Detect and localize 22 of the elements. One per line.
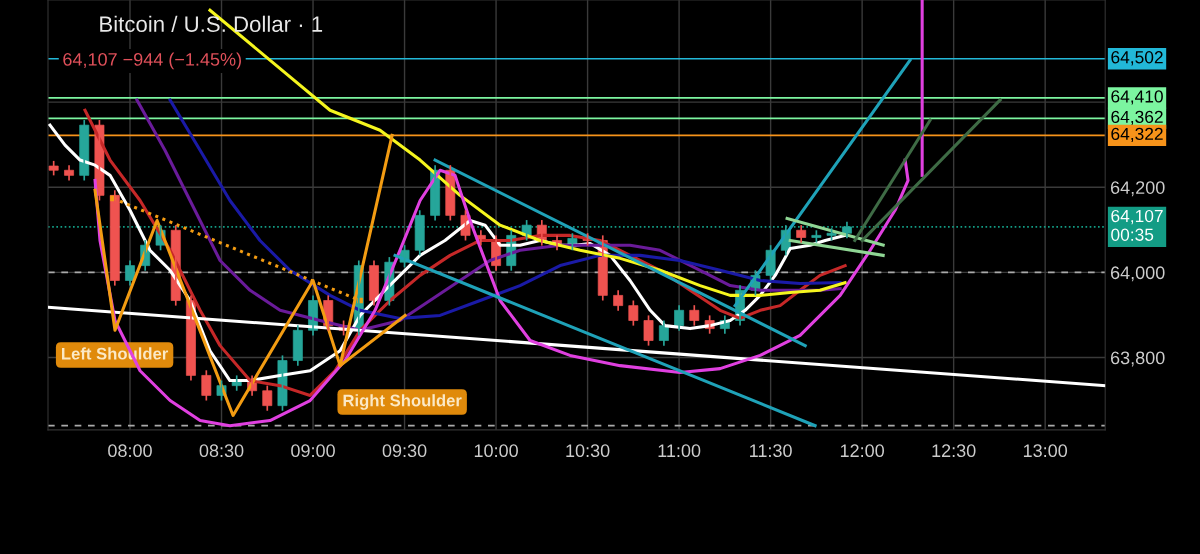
x-tick-label: 08:00 <box>108 444 152 458</box>
ref-line-label: 64,410 <box>1111 90 1163 105</box>
x-tick-label: 08:30 <box>199 444 244 458</box>
ref-line-label: 64,362 <box>1111 110 1163 126</box>
x-tick-label: 09:00 <box>291 444 335 458</box>
x-tick-label: 09:30 <box>382 444 427 458</box>
y-tick-label: 64,000 <box>1110 266 1165 282</box>
y-tick-label: 63,800 <box>1110 351 1165 367</box>
annotation: Right Shoulder <box>343 394 462 410</box>
x-tick-label: 13:00 <box>1023 444 1068 458</box>
ref-line-label: 64,107 00:35 <box>1111 209 1163 241</box>
x-tick-label: 12:30 <box>932 444 976 458</box>
x-tick-label: 12:00 <box>840 444 885 458</box>
x-tick-label: 11:30 <box>750 444 792 458</box>
y-tick-label: 64,200 <box>1110 181 1165 197</box>
x-tick-label: 10:00 <box>474 444 518 458</box>
text: 64,107 −944 (−1.45%) <box>63 52 241 70</box>
text: Bitcoin / U.S. Dollar · 1 <box>100 15 323 32</box>
ref-line-label: 64,502 <box>1111 51 1163 66</box>
x-tick-label: 10:30 <box>566 444 610 458</box>
ref-line-label: 64,322 <box>1111 127 1163 143</box>
x-tick-label: 11:00 <box>658 444 701 458</box>
